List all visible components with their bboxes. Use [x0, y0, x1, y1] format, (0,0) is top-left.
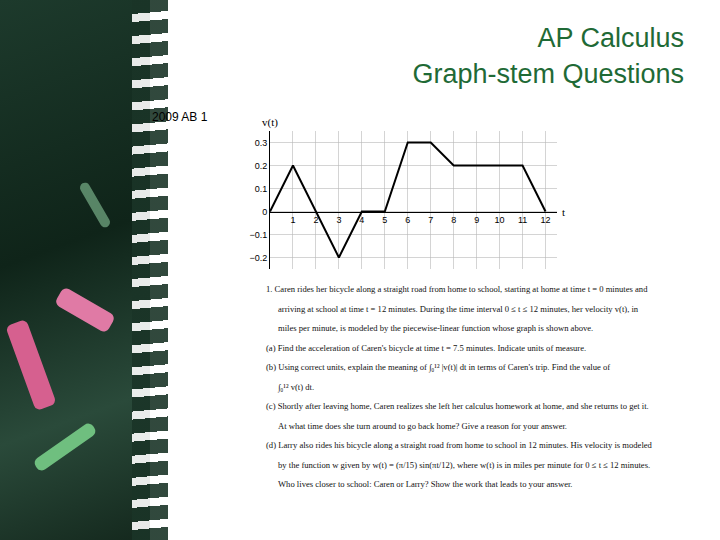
svg-text:0.3: 0.3 — [255, 138, 268, 148]
svg-text:v(t): v(t) — [262, 116, 278, 129]
html-text:arriving at school at time t =: arriving at school at time t = 12 minute… — [278, 303, 639, 314]
svg-text:12: 12 — [541, 215, 551, 225]
html-text:(a) Find the acceleration of C: (a) Find the acceleration of Caren's bic… — [266, 342, 587, 353]
svg-text:2: 2 — [313, 215, 318, 225]
svg-text:0.1: 0.1 — [255, 184, 268, 194]
svg-text:8: 8 — [451, 215, 456, 225]
html-text:by the function w given by w(t: by the function w given by w(t) = (π/15)… — [278, 459, 651, 470]
svg-text:10: 10 — [495, 215, 505, 225]
html-text:1. Caren rides her bicycle alo: 1. Caren rides her bicycle along a strai… — [266, 284, 648, 294]
svg-text:11: 11 — [518, 215, 527, 225]
svg-text:7: 7 — [428, 215, 433, 225]
html-text:Who lives closer to school: Ca: Who lives closer to school: Caren or Lar… — [278, 479, 573, 489]
svg-text:3: 3 — [336, 215, 341, 225]
html-text:miles per minute, is modeled b: miles per minute, is modeled by the piec… — [278, 323, 594, 333]
html-text:AP Calculus: AP Calculus — [537, 23, 684, 53]
svg-text:−0.1: −0.1 — [249, 230, 267, 240]
html-text:(c) Shortly after leaving home: (c) Shortly after leaving home, Caren re… — [266, 401, 649, 411]
svg-text:0: 0 — [262, 207, 267, 217]
svg-text:5: 5 — [382, 215, 387, 225]
svg-text:0.2: 0.2 — [255, 161, 268, 171]
svg-text:9: 9 — [474, 215, 479, 225]
html-text:Graph-stem Questions: Graph-stem Questions — [412, 59, 684, 89]
html-text:2009 AB 1: 2009 AB 1 — [152, 110, 208, 124]
svg-text:6: 6 — [405, 215, 410, 225]
html-text:(d) Larry also rides his bicyc: (d) Larry also rides his bicycle along a… — [266, 440, 652, 450]
svg-text:1: 1 — [290, 215, 295, 225]
svg-text:4: 4 — [359, 215, 364, 225]
html-text:∫₀¹² v(t) dt.: ∫₀¹² v(t) dt. — [278, 381, 314, 392]
html-text:(b) Using correct units, expla: (b) Using correct units, explain the mea… — [266, 362, 611, 372]
svg-text:t: t — [562, 206, 565, 218]
html-text:At what time does she turn aro: At what time does she turn around to go … — [278, 420, 567, 431]
svg-text:−0.2: −0.2 — [249, 253, 267, 263]
